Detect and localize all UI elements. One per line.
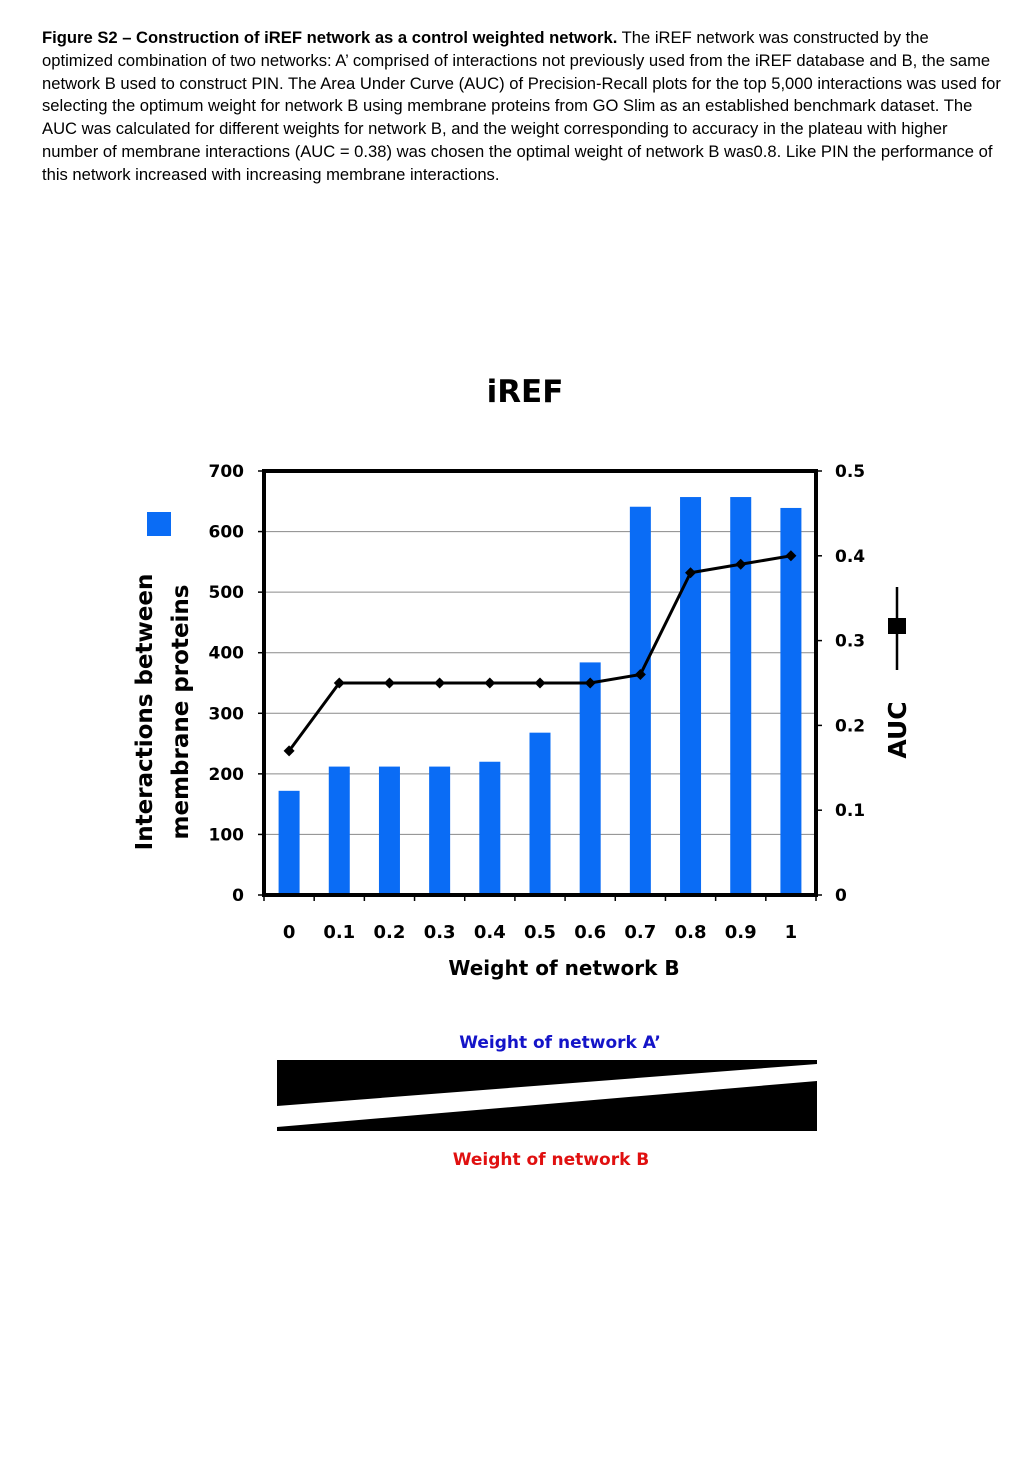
y-tick-label: 200 bbox=[209, 765, 245, 785]
auc-line bbox=[287, 554, 792, 752]
auc-point bbox=[534, 677, 546, 689]
y-axis-label: Interactions between membrane proteins bbox=[132, 574, 194, 851]
bar bbox=[278, 790, 300, 895]
y-tick-label: 600 bbox=[209, 523, 245, 543]
weight-b-wedge bbox=[277, 1081, 817, 1131]
y2-tick-label: 0.4 bbox=[835, 547, 865, 567]
x-tick-label: 0.7 bbox=[624, 922, 656, 943]
bar-series bbox=[278, 497, 802, 895]
y2-tick-label: 0.5 bbox=[835, 462, 865, 482]
x-tick-label: 0.6 bbox=[574, 922, 606, 943]
auc-point bbox=[785, 550, 797, 562]
weight-a-wedge bbox=[277, 1060, 817, 1106]
auc-point bbox=[735, 558, 747, 570]
y-tick-label: 500 bbox=[209, 583, 245, 603]
x-tick-label: 0.2 bbox=[374, 922, 406, 943]
y2-tick-label: 0 bbox=[835, 886, 847, 906]
y2-tick-label: 0.1 bbox=[835, 801, 865, 821]
x-tick-label: 0.8 bbox=[675, 922, 707, 943]
y-axis-label-line-1: Interactions between bbox=[132, 574, 158, 851]
chart-title: iREF bbox=[487, 374, 564, 410]
auc-point bbox=[685, 567, 697, 579]
x-tick-label: 1 bbox=[785, 922, 798, 943]
x-tick-label: 0.4 bbox=[474, 922, 506, 943]
line-legend-marker bbox=[888, 587, 906, 670]
y2-axis-label: AUC bbox=[883, 701, 912, 758]
bar bbox=[629, 506, 651, 895]
y2-tick-label: 0.3 bbox=[835, 632, 865, 652]
y-tick-label: 300 bbox=[209, 704, 245, 724]
x-tick-label: 0.3 bbox=[424, 922, 456, 943]
auc-point bbox=[383, 677, 395, 689]
bar bbox=[579, 662, 601, 895]
y-tick-label: 100 bbox=[209, 825, 245, 845]
auc-point bbox=[434, 677, 446, 689]
bar bbox=[780, 507, 802, 895]
bar bbox=[429, 766, 451, 895]
x-tick-label: 0 bbox=[283, 922, 296, 943]
figure-caption: Figure S2 – Construction of iREF network… bbox=[42, 27, 1002, 187]
weight-a-label: Weight of network A’ bbox=[459, 1033, 661, 1053]
y-axis-label-line-2: membrane proteins bbox=[168, 585, 194, 840]
bar bbox=[378, 766, 400, 895]
bar bbox=[680, 497, 702, 895]
bar bbox=[529, 732, 551, 895]
left-axis: 0 100 200 300 400 500 600 700 bbox=[209, 462, 264, 906]
caption-text: The iREF network was constructed by the … bbox=[42, 28, 1001, 184]
auc-point bbox=[333, 677, 345, 689]
auc-point bbox=[484, 677, 496, 689]
bar bbox=[328, 766, 350, 895]
caption-bold: Figure S2 – Construction of iREF network… bbox=[42, 28, 618, 47]
x-tick-label: 0.1 bbox=[323, 922, 355, 943]
bar bbox=[479, 761, 501, 895]
weight-b-label: Weight of network B bbox=[453, 1150, 650, 1170]
x-tick-label: 0.5 bbox=[524, 922, 556, 943]
x-axis: 0 0.1 0.2 0.3 0.4 0.5 0.6 0.7 0.8 0.9 1 bbox=[263, 895, 817, 943]
plot-frame bbox=[262, 469, 818, 897]
auc-point bbox=[283, 745, 295, 757]
y-tick-label: 400 bbox=[209, 644, 245, 664]
auc-point bbox=[634, 669, 646, 681]
bar bbox=[730, 497, 752, 895]
y-tick-label: 700 bbox=[209, 462, 245, 482]
x-tick-label: 0.9 bbox=[725, 922, 757, 943]
auc-series bbox=[283, 550, 797, 757]
y-tick-label: 0 bbox=[232, 886, 244, 906]
bar-legend-swatch bbox=[147, 512, 171, 536]
x-axis-label: Weight of network B bbox=[448, 956, 679, 980]
y2-tick-label: 0.2 bbox=[835, 716, 865, 736]
right-axis: 0 0.1 0.2 0.3 0.4 0.5 bbox=[816, 462, 865, 906]
auc-point bbox=[584, 677, 596, 689]
